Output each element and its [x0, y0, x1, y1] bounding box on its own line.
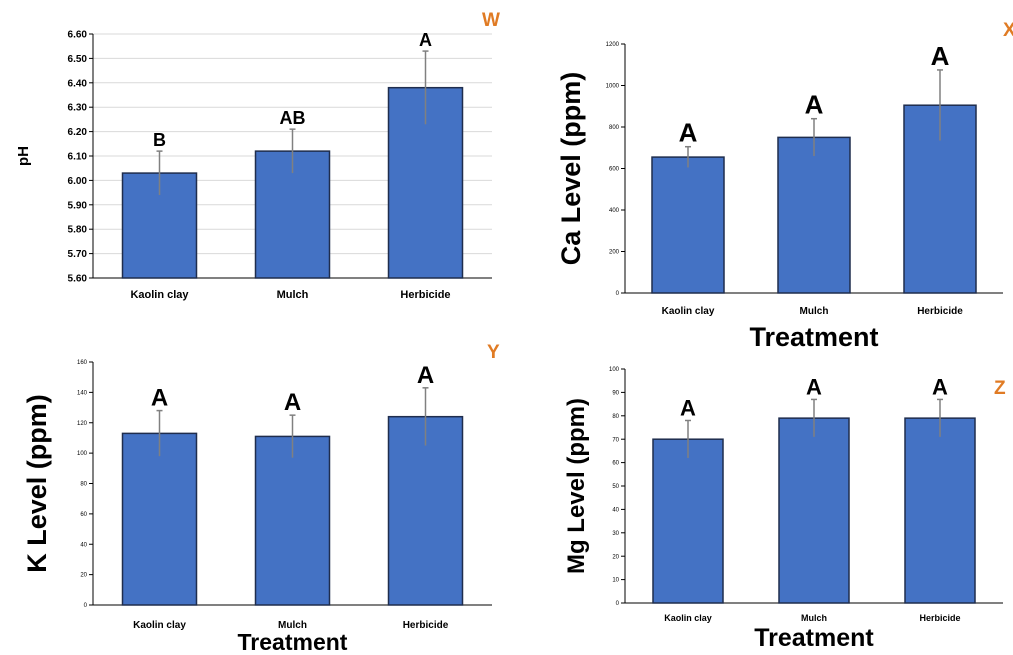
y-axis-label: K Level (ppm)	[22, 394, 52, 573]
significance-letter: A	[680, 395, 696, 420]
y-tick-label: 20	[80, 573, 87, 579]
y-tick-label: 6.10	[68, 152, 88, 163]
y-tick-label: 10	[612, 578, 619, 584]
significance-letter: AB	[280, 108, 306, 128]
y-tick-label: 100	[609, 367, 620, 373]
y-tick-label: 5.80	[68, 225, 88, 236]
y-tick-label: 90	[612, 391, 619, 397]
y-tick-label: 6.00	[68, 176, 88, 187]
category-label: Mulch	[800, 306, 829, 317]
panel-x: 0 200 400 600 800 1000 1200 A Kaolin clay A Mulch A…	[556, 20, 1013, 352]
panel-label: Z	[994, 378, 1006, 399]
y-tick-label: 6.60	[68, 30, 88, 41]
y-tick-label: 30	[612, 531, 619, 537]
y-tick-label: 0	[616, 291, 620, 297]
category-label: Herbicide	[403, 620, 449, 631]
y-tick-label: 40	[612, 508, 619, 514]
bar	[652, 438, 724, 604]
significance-letter: A	[151, 385, 168, 412]
y-tick-label: 140	[77, 390, 88, 396]
y-tick-label: 100	[77, 451, 88, 457]
y-tick-label: 6.40	[68, 78, 88, 89]
bar	[121, 432, 198, 606]
y-tick-label: 50	[612, 484, 619, 490]
significance-letter: A	[806, 374, 822, 399]
y-tick-label: 20	[612, 554, 619, 560]
significance-letter: A	[417, 362, 434, 389]
y-tick-label: 160	[77, 360, 88, 366]
y-tick-label: 70	[612, 437, 619, 443]
bar	[904, 417, 976, 604]
category-label: Herbicide	[919, 613, 960, 623]
category-label: Herbicide	[917, 306, 963, 317]
y-tick-label: 80	[612, 414, 619, 420]
panel-label: W	[482, 10, 500, 31]
y-tick-label: 6.30	[68, 103, 88, 114]
y-axis-label: Ca Level (ppm)	[556, 72, 586, 266]
x-axis-label: Treatment	[749, 322, 878, 352]
significance-letter: A	[931, 41, 950, 71]
y-tick-label: 5.90	[68, 200, 88, 211]
bar	[651, 156, 725, 294]
x-axis-label: Treatment	[238, 629, 348, 655]
category-label: Kaolin clay	[662, 306, 715, 317]
bar	[777, 136, 851, 294]
y-axis-label: Mg Level (ppm)	[563, 398, 590, 574]
significance-letter: A	[284, 389, 301, 416]
significance-letter: A	[419, 30, 432, 50]
category-label: Herbicide	[400, 289, 450, 301]
category-label: Kaolin clay	[133, 620, 186, 631]
y-tick-label: 6.20	[68, 127, 88, 138]
y-tick-label: 5.60	[68, 274, 88, 285]
category-label: Kaolin clay	[664, 613, 712, 623]
category-label: Kaolin clay	[130, 289, 189, 301]
y-tick-label: 400	[609, 208, 620, 214]
bar	[778, 417, 850, 604]
y-tick-label: 120	[77, 421, 88, 427]
y-tick-label: 60	[612, 461, 619, 467]
y-tick-label: 40	[80, 542, 87, 548]
y-tick-label: 60	[80, 512, 87, 518]
panel-y: 0 20 40 60 80 100 120 140 160 A Kaolin clay A Mulch A…	[22, 342, 500, 655]
y-tick-label: 200	[609, 250, 620, 256]
bar	[254, 435, 331, 606]
significance-letter: A	[805, 90, 824, 120]
y-tick-label: 800	[609, 125, 620, 131]
y-tick-label: 0	[84, 603, 88, 609]
category-label: Mulch	[278, 620, 307, 631]
significance-letter: A	[932, 374, 948, 399]
y-axis-label: pH	[15, 146, 32, 166]
category-label: Mulch	[801, 613, 827, 623]
x-axis-label: Treatment	[754, 624, 874, 652]
y-tick-label: 600	[609, 167, 620, 173]
panel-z: 0 10 20 30 40 50 60 70 80 90 100 A Kaolin clay A Mulch…	[563, 367, 1006, 652]
significance-letter: B	[153, 130, 166, 150]
panel-label: Y	[487, 342, 500, 363]
y-tick-label: 0	[616, 601, 620, 607]
bar	[387, 415, 464, 606]
y-tick-label: 1000	[606, 84, 620, 90]
panel-label: X	[1003, 20, 1013, 41]
y-tick-label: 5.70	[68, 249, 88, 260]
panel-w: 5.60 5.70 5.80 5.90 6.00 6.10 6.20 6.30 6.40 6.50…	[15, 10, 500, 301]
y-tick-label: 6.50	[68, 54, 88, 65]
category-label: Mulch	[277, 289, 309, 301]
y-tick-label: 80	[80, 482, 87, 488]
significance-letter: A	[679, 118, 698, 148]
y-tick-label: 1200	[606, 42, 620, 48]
